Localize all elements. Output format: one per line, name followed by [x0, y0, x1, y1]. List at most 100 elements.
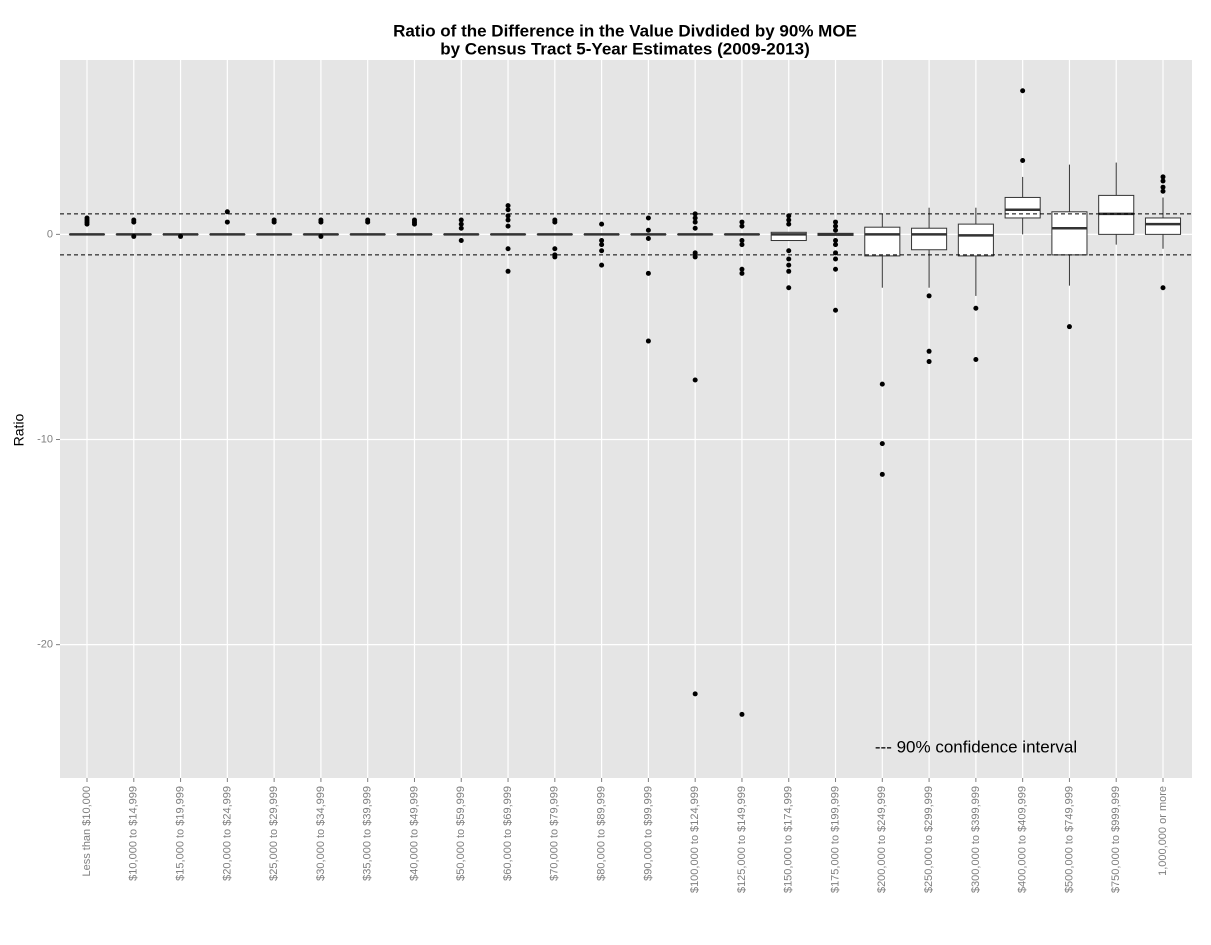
outlier [786, 268, 792, 274]
outlier [833, 250, 839, 256]
outlier [599, 248, 605, 254]
outlier [599, 262, 605, 268]
chart-subtitle: by Census Tract 5-Year Estimates (2009-2… [440, 39, 809, 58]
x-tick-label: $125,000 to $149,999 [736, 786, 748, 893]
outlier [458, 238, 464, 244]
outlier [926, 359, 932, 365]
outlier [786, 262, 792, 268]
outlier [505, 203, 511, 209]
outlier [1020, 158, 1026, 164]
outlier [833, 238, 839, 244]
x-tick-label: $25,000 to $29,999 [268, 786, 280, 881]
y-tick-label: 0 [47, 228, 53, 240]
outlier [458, 225, 464, 231]
outlier [833, 227, 839, 233]
outlier [739, 238, 745, 244]
outlier [1020, 88, 1026, 94]
outlier [505, 217, 511, 223]
outlier [973, 357, 979, 363]
outlier [505, 268, 511, 274]
x-tick-label: $100,000 to $124,999 [689, 786, 701, 893]
plot-background [60, 60, 1192, 778]
outlier [318, 233, 324, 239]
outlier [505, 213, 511, 219]
outlier [786, 285, 792, 291]
outlier [505, 223, 511, 229]
outlier [645, 235, 651, 241]
x-tick-label: Less than $10,000 [81, 786, 93, 877]
x-tick-label: $80,000 to $89,999 [596, 786, 608, 881]
outlier [1160, 184, 1166, 190]
outlier [131, 233, 137, 239]
annotation: --- 90% confidence interval [875, 737, 1077, 756]
outlier [973, 305, 979, 311]
outlier [224, 209, 230, 215]
x-tick-label: $60,000 to $69,999 [502, 786, 514, 881]
outlier [786, 256, 792, 262]
outlier [552, 254, 558, 260]
x-tick-label: $15,000 to $19,999 [174, 786, 186, 881]
x-tick-label: $300,000 to $399,999 [970, 786, 982, 893]
outlier [879, 471, 885, 477]
outlier [365, 217, 371, 223]
outlier [645, 338, 651, 344]
outlier [271, 217, 277, 223]
outlier [739, 223, 745, 229]
outlier [1160, 178, 1166, 184]
outlier [599, 221, 605, 227]
outlier [178, 233, 184, 239]
outlier [833, 307, 839, 313]
outlier [131, 217, 137, 223]
x-tick-label: $90,000 to $99,999 [642, 786, 654, 881]
outlier [645, 215, 651, 221]
x-tick-label: $40,000 to $49,999 [408, 786, 420, 881]
outlier [739, 242, 745, 248]
outlier [692, 225, 698, 231]
x-tick-label: $400,000 to $409,999 [1017, 786, 1029, 893]
outlier [692, 377, 698, 383]
box [864, 226, 901, 257]
outlier [1160, 285, 1166, 291]
x-tick-label: $750,000 to $999,999 [1110, 786, 1122, 893]
outlier [552, 219, 558, 225]
box [1051, 211, 1088, 256]
x-tick-label: $10,000 to $14,999 [128, 786, 140, 881]
outlier [739, 219, 745, 225]
x-tick-label: $500,000 to $749,999 [1063, 786, 1075, 893]
box [957, 223, 994, 257]
outlier [879, 441, 885, 447]
x-tick-label: $50,000 to $59,999 [455, 786, 467, 881]
outlier [833, 242, 839, 248]
outlier [739, 270, 745, 276]
x-tick-label: $30,000 to $34,999 [315, 786, 327, 881]
box [1004, 196, 1041, 219]
outlier [739, 266, 745, 272]
outlier [692, 250, 698, 256]
y-tick-label: -20 [37, 639, 53, 651]
outlier [692, 219, 698, 225]
outlier [692, 254, 698, 260]
outlier [926, 348, 932, 354]
outlier [833, 266, 839, 272]
outlier [458, 221, 464, 227]
outlier [599, 242, 605, 248]
outlier [692, 691, 698, 697]
outlier [645, 227, 651, 233]
outlier [833, 219, 839, 225]
outlier [739, 711, 745, 717]
box [911, 227, 948, 251]
outlier [1160, 188, 1166, 194]
x-tick-label: $35,000 to $39,999 [362, 786, 374, 881]
y-tick-label: -10 [37, 433, 53, 445]
outlier [224, 219, 230, 225]
outlier [692, 211, 698, 217]
x-tick-label: $200,000 to $249,999 [876, 786, 888, 893]
x-tick-label: $150,000 to $174,999 [783, 786, 795, 893]
chart-title: Ratio of the Difference in the Value Div… [393, 21, 857, 40]
outlier [552, 246, 558, 252]
outlier [411, 217, 417, 223]
outlier [786, 221, 792, 227]
outlier [786, 217, 792, 223]
outlier [879, 381, 885, 387]
